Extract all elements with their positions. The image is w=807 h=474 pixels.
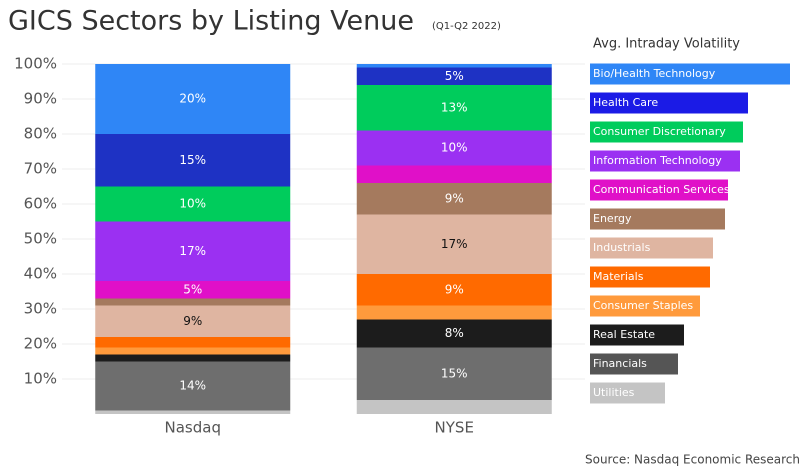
bar-segment <box>356 305 552 320</box>
y-tick-label: 80% <box>24 125 57 143</box>
data-label: 15% <box>441 366 468 380</box>
bar-label: Utilities <box>593 386 635 399</box>
bar <box>590 63 790 85</box>
y-tick-label: 90% <box>24 90 57 108</box>
bar-segment <box>356 274 552 306</box>
bar-segment <box>95 347 291 355</box>
chart-title: GICS Sectors by Listing Venue <box>8 6 414 37</box>
data-label: 14% <box>179 379 206 393</box>
bar-label: Financials <box>593 357 647 370</box>
bar-segment <box>95 410 291 414</box>
bar-segment <box>95 221 291 281</box>
bar <box>590 208 725 230</box>
y-tick-label: 40% <box>24 265 57 283</box>
data-label: 9% <box>183 314 202 328</box>
bar-label: Energy <box>593 212 632 225</box>
bar <box>590 353 678 375</box>
data-label: 8% <box>445 326 464 340</box>
bar-segment <box>95 134 291 187</box>
bar-segment <box>95 281 291 299</box>
bar-segment <box>356 130 552 166</box>
bar <box>590 150 740 172</box>
panel-title: Avg. Intraday Volatility <box>593 37 740 52</box>
bar <box>590 237 713 259</box>
x-tick-label: Nasdaq <box>165 419 221 437</box>
bar-label: Industrials <box>593 241 651 254</box>
bar <box>590 295 700 317</box>
bar-segment <box>95 305 291 337</box>
bar-segment <box>356 64 552 68</box>
data-label: 17% <box>179 244 206 258</box>
y-tick-label: 50% <box>24 230 57 248</box>
y-tick-label: 30% <box>24 300 57 318</box>
data-label: 10% <box>441 141 468 155</box>
data-label: 20% <box>179 92 206 106</box>
x-tick-label: NYSE <box>435 419 474 437</box>
chart-subtitle: (Q1-Q2 2022) <box>432 21 501 32</box>
data-label: 15% <box>179 153 206 167</box>
bar <box>590 179 728 201</box>
bar-label: Information Technology <box>593 154 722 167</box>
bar-segment <box>95 361 291 411</box>
bar-segment <box>95 64 291 134</box>
y-tick-label: 100% <box>14 55 57 73</box>
bar-label: Real Estate <box>593 328 655 341</box>
bar-segment <box>356 67 552 85</box>
data-label: 5% <box>445 69 464 83</box>
data-label: 5% <box>183 282 202 296</box>
bar-segment <box>95 337 291 348</box>
bar-segment <box>356 214 552 274</box>
bar <box>590 324 684 346</box>
bar-segment <box>356 400 552 414</box>
bar <box>590 266 710 288</box>
bar-label: Bio/Health Technology <box>593 67 716 80</box>
bar-segment <box>356 319 552 348</box>
y-tick-label: 60% <box>24 195 57 213</box>
data-label: 17% <box>441 237 468 251</box>
data-label: 9% <box>445 191 464 205</box>
data-label: 10% <box>179 197 206 211</box>
bar-segment <box>95 186 291 222</box>
bar-label: Consumer Discretionary <box>593 125 726 138</box>
bar-segment <box>95 354 291 362</box>
source: Source: Nasdaq Economic Research <box>585 453 800 467</box>
bar-label: Consumer Staples <box>593 299 693 312</box>
y-tick-label: 10% <box>24 370 57 388</box>
data-label: 13% <box>441 100 468 114</box>
bar-segment <box>356 183 552 215</box>
bar-segment <box>356 165 552 183</box>
bar-segment <box>356 85 552 131</box>
bar <box>590 121 743 143</box>
bar-label: Health Care <box>593 96 658 109</box>
bar-label: Communication Services <box>593 183 730 196</box>
bar <box>590 92 748 114</box>
bar-label: Materials <box>593 270 644 283</box>
bar-segment <box>95 298 291 306</box>
bar <box>590 382 665 404</box>
y-tick-label: 70% <box>24 160 57 178</box>
y-tick-label: 20% <box>24 335 57 353</box>
data-label: 9% <box>445 282 464 296</box>
bar-segment <box>356 347 552 400</box>
